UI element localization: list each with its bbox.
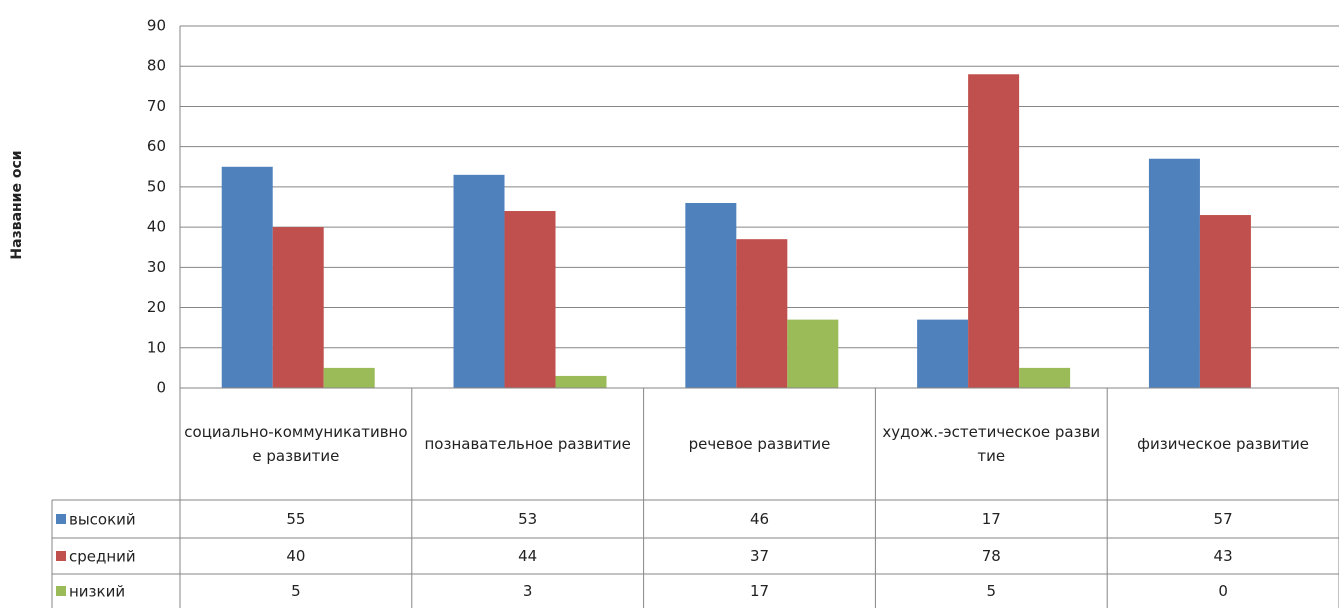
bar — [968, 74, 1020, 389]
legend-label: низкий — [69, 583, 125, 601]
bar — [1148, 158, 1200, 388]
table-value: 46 — [749, 510, 770, 528]
bar — [1199, 215, 1251, 388]
bar — [453, 174, 505, 388]
category-label: познавательное развитие — [424, 435, 631, 453]
bar — [504, 211, 556, 388]
legend-swatch — [56, 586, 66, 596]
category-label: речевое развитие — [688, 435, 831, 453]
table-value: 44 — [518, 547, 538, 565]
bar — [736, 239, 788, 388]
legend-label: средний — [69, 548, 136, 566]
category-label: худож.-эстетическое развитие — [882, 423, 1101, 465]
category-label: физическое развитие — [1137, 435, 1310, 453]
bar — [787, 319, 839, 388]
y-tick-label: 90 — [147, 17, 166, 35]
y-tick-label: 50 — [147, 177, 166, 195]
y-tick-label: 80 — [147, 57, 166, 75]
bar — [323, 367, 375, 388]
y-tick-label: 10 — [147, 338, 166, 356]
y-tick-label: 70 — [147, 97, 166, 115]
table-value: 55 — [286, 510, 306, 528]
y-tick-label: 0 — [156, 379, 166, 397]
table-value: 17 — [749, 582, 770, 600]
table-value: 5 — [291, 582, 301, 600]
table-value: 53 — [518, 510, 538, 528]
bar — [685, 202, 737, 388]
table-value: 0 — [1218, 582, 1228, 600]
table-value: 40 — [286, 547, 306, 565]
table-value: 43 — [1213, 547, 1233, 565]
bar — [272, 227, 324, 388]
y-tick-label: 60 — [147, 137, 166, 155]
legend-swatch — [56, 514, 66, 524]
table-value: 17 — [981, 510, 1001, 528]
table-value: 78 — [981, 547, 1001, 565]
legend-swatch — [56, 551, 66, 561]
bar — [555, 375, 607, 388]
y-tick-label: 20 — [147, 298, 166, 316]
y-tick-label: 40 — [147, 218, 166, 236]
table-value: 3 — [522, 582, 533, 600]
bar — [917, 319, 969, 388]
y-axis-title: Название оси — [9, 150, 25, 259]
bar — [221, 166, 273, 388]
bar — [1019, 367, 1071, 388]
category-label: социально-коммуникативное развитие — [184, 423, 408, 465]
table-value: 37 — [749, 547, 770, 565]
y-tick-label: 30 — [147, 258, 166, 276]
table-value: 5 — [986, 582, 997, 600]
legend-label: высокий — [69, 511, 136, 529]
table-value: 57 — [1213, 510, 1233, 528]
